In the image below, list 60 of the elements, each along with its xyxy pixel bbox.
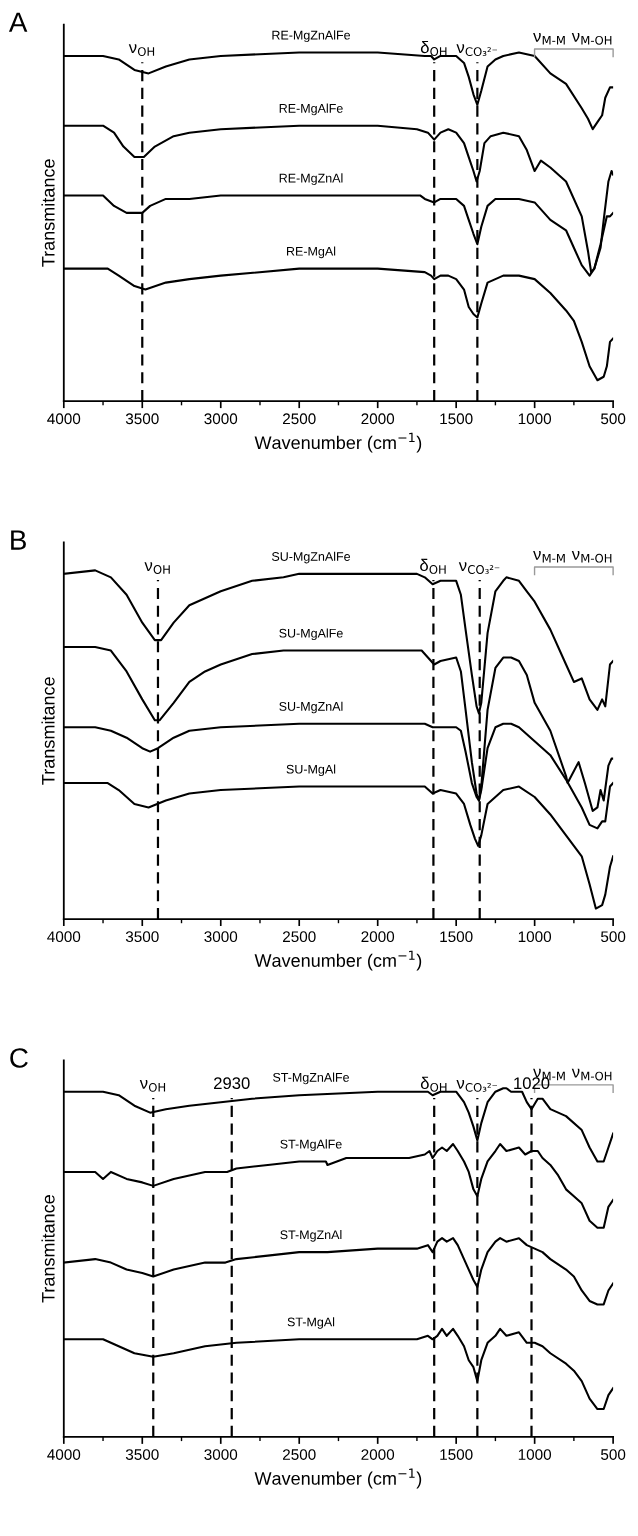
- text: ν$_{M-M}$: [533, 550, 565, 563]
- x-tick-label: 3500: [125, 931, 159, 943]
- ref-line-label: ν$_{OH}$: [128, 44, 155, 56]
- series-label: ST-MgZnAl: [280, 1230, 342, 1242]
- series-label: ST-MgZnAlFe: [273, 1072, 349, 1085]
- ref-line-label: ν$_{CO₃²⁻}$: [458, 562, 500, 574]
- ref-line-label: δ$_{OH}$: [420, 1076, 447, 1092]
- x-tick-label: 1000: [518, 1449, 552, 1460]
- y-axis-title: Transmitance: [41, 677, 55, 785]
- x-tick-label: 2500: [283, 1449, 316, 1460]
- series-label: RE-MgZnAlFe: [272, 30, 351, 43]
- x-tick-label: 500: [600, 931, 626, 943]
- x-tick-label: 4000: [47, 931, 81, 943]
- series-label: RE-MgAl: [287, 246, 336, 259]
- ref-line-label: 2930: [214, 1077, 250, 1090]
- x-tick-label: 1000: [518, 931, 552, 943]
- series-label: SU-MgAl: [286, 764, 336, 777]
- x-tick-label: 2000: [361, 931, 395, 943]
- x-tick-label: 1000: [518, 413, 552, 425]
- x-tick-label: 3000: [204, 413, 238, 425]
- x-tick-label: 4000: [47, 413, 81, 425]
- x-tick-label: 3000: [204, 1449, 238, 1460]
- chart-title: B: [11, 530, 26, 550]
- x-axis-title: Wavenumber (cm$^{−1}$): [254, 950, 422, 971]
- x-tick-label: 1500: [440, 413, 473, 425]
- ref-line-label: ν$_{OH}$: [144, 562, 170, 574]
- series-label: ST-MgAl: [287, 1317, 335, 1329]
- x-tick-label: 2000: [361, 413, 395, 425]
- series-label: SU-MgAlFe: [279, 628, 343, 641]
- x-tick-label: 4000: [47, 1449, 81, 1460]
- x-tick-label: 2000: [361, 1449, 395, 1460]
- x-tick-label: 3000: [204, 931, 238, 943]
- chart-title: A: [8, 12, 28, 32]
- ref-line-label: δ$_{OH}$: [420, 558, 446, 574]
- series-label: ST-MgAlFe: [280, 1139, 342, 1152]
- text: ν$_{M-OH}$: [571, 550, 612, 563]
- x-tick-label: 3500: [125, 1449, 159, 1460]
- x-tick-label: 2500: [283, 931, 316, 943]
- ref-line-label: δ$_{OH}$: [420, 40, 447, 56]
- x-axis-title: Wavenumber (cm$^{−1}$): [254, 1468, 422, 1489]
- x-tick-label: 3500: [125, 413, 159, 425]
- series-label: RE-MgAlFe: [279, 103, 343, 116]
- x-tick-label: 1500: [440, 931, 473, 943]
- chart-title: C: [10, 1048, 28, 1068]
- text: ν$_{M-OH}$: [571, 1068, 612, 1081]
- x-tick-label: 1500: [440, 1449, 473, 1460]
- series-label: SU-MgZnAl: [279, 701, 343, 714]
- text: ν$_{M-M}$: [533, 33, 565, 45]
- ref-line-label: ν$_{CO₃²⁻}$: [456, 44, 497, 56]
- y-axis-title: Transmitance: [41, 1195, 55, 1303]
- x-tick-label: 2500: [283, 413, 316, 425]
- series-label: SU-MgZnAlFe: [271, 551, 351, 564]
- text: ν$_{M-OH}$: [571, 33, 612, 45]
- x-tick-label: 500: [600, 1449, 626, 1460]
- series-label: RE-MgZnAl: [279, 173, 343, 185]
- ref-line-label: ν$_{OH}$: [139, 1080, 166, 1092]
- x-tick-label: 500: [600, 413, 626, 425]
- ref-line-label: ν$_{CO₃²⁻}$: [456, 1080, 497, 1092]
- y-axis-title: Transmitance: [41, 159, 55, 267]
- x-axis-title: Wavenumber (cm$^{−1}$): [254, 432, 422, 453]
